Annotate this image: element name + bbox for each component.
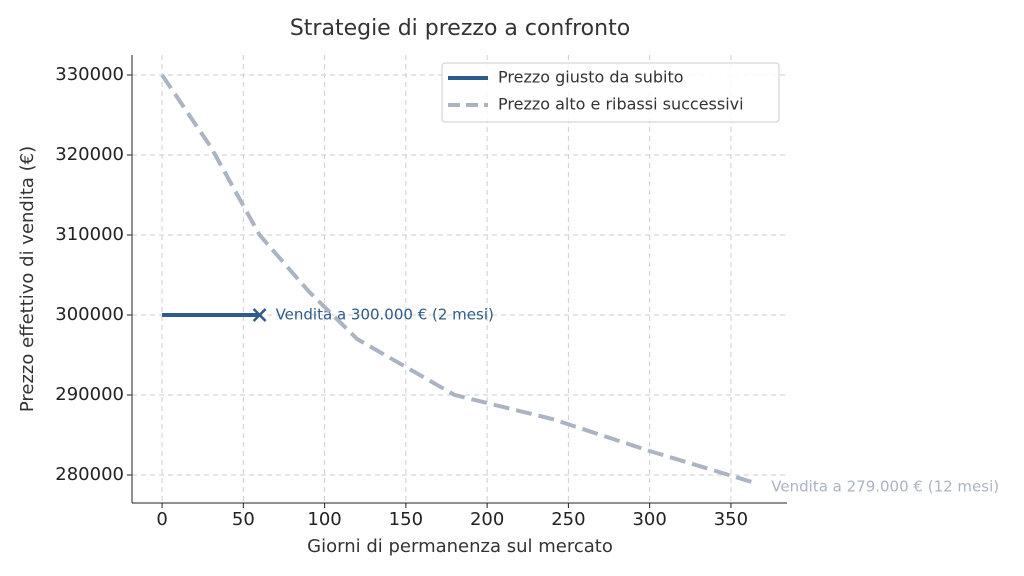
y-axis-label: Prezzo effettivo di vendita (€) [17, 146, 38, 412]
annotation: Vendita a 300.000 € (2 mesi) [276, 306, 494, 324]
x-tick-label: 0 [156, 509, 167, 530]
y-tick-label: 310000 [55, 224, 124, 245]
y-tick-label: 280000 [55, 464, 124, 485]
x-tick-label: 300 [632, 509, 666, 530]
x-tick-label: 100 [307, 509, 341, 530]
x-tick-label: 50 [232, 509, 255, 530]
x-tick-label: 200 [470, 509, 504, 530]
y-tick-label: 300000 [55, 304, 124, 325]
legend-label: Prezzo giusto da subito [498, 68, 684, 87]
series-line [160, 73, 756, 485]
x-tick-label: 350 [714, 509, 748, 530]
legend-label: Prezzo alto e ribassi successivi [498, 95, 744, 114]
legend-box [441, 62, 780, 123]
x-tick-label: 150 [389, 509, 423, 530]
y-tick-label: 330000 [55, 64, 124, 85]
y-tick-label: 290000 [55, 384, 124, 405]
y-tick-label: 320000 [55, 144, 124, 165]
chart-title: Strategie di prezzo a confronto [290, 16, 630, 41]
annotation: Vendita a 279.000 € (12 mesi) [771, 478, 999, 496]
end-marker [252, 308, 267, 322]
x-tick-label: 250 [551, 509, 585, 530]
x-axis-label: Giorni di permanenza sul mercato [307, 536, 613, 557]
